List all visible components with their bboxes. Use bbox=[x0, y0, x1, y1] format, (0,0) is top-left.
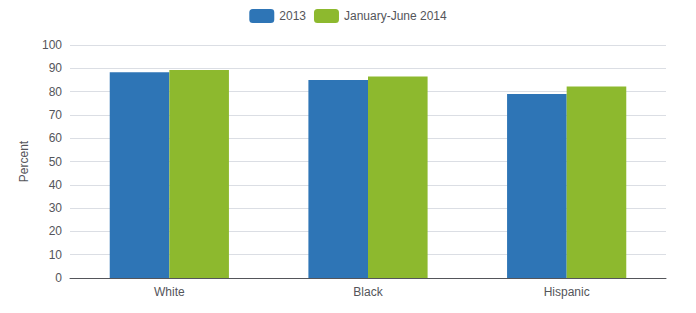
svg-text:60: 60 bbox=[49, 131, 63, 145]
svg-text:January-June 2014: January-June 2014 bbox=[344, 9, 447, 23]
svg-text:90: 90 bbox=[49, 61, 63, 75]
svg-text:2013: 2013 bbox=[279, 9, 306, 23]
svg-text:20: 20 bbox=[49, 224, 63, 238]
svg-text:80: 80 bbox=[49, 85, 63, 99]
svg-text:White: White bbox=[154, 285, 185, 299]
svg-text:40: 40 bbox=[49, 178, 63, 192]
svg-text:10: 10 bbox=[49, 248, 63, 262]
svg-text:0: 0 bbox=[55, 271, 62, 285]
svg-text:Black: Black bbox=[353, 285, 383, 299]
svg-text:50: 50 bbox=[49, 155, 63, 169]
svg-text:Hispanic: Hispanic bbox=[544, 285, 590, 299]
svg-text:Percent: Percent bbox=[17, 140, 31, 182]
svg-text:30: 30 bbox=[49, 201, 63, 215]
svg-text:70: 70 bbox=[49, 108, 63, 122]
svg-text:100: 100 bbox=[42, 38, 62, 52]
